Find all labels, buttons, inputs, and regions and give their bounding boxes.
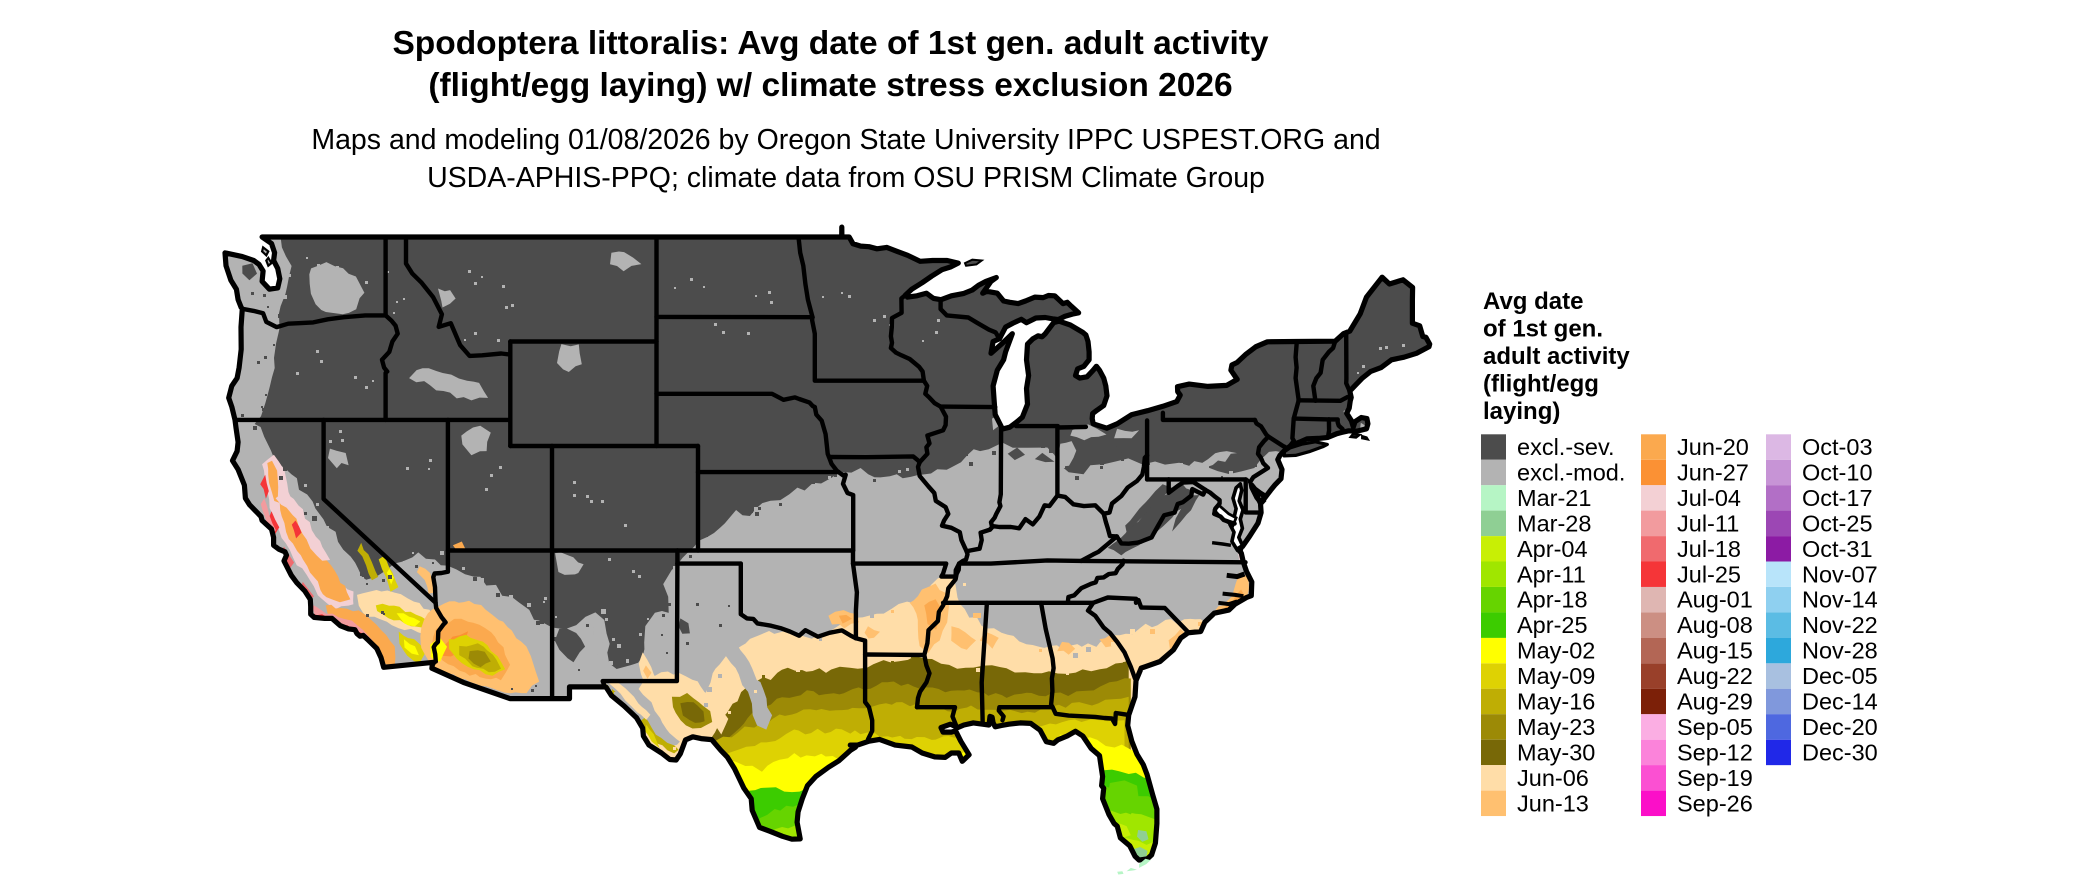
svg-text:adult activity: adult activity [1483, 343, 1630, 370]
svg-text:Dec-20: Dec-20 [1802, 714, 1878, 740]
svg-text:Avg date: Avg date [1483, 288, 1583, 315]
svg-text:Jul-11: Jul-11 [1677, 510, 1739, 536]
svg-text:laying): laying) [1483, 398, 1560, 425]
svg-text:May-09: May-09 [1517, 663, 1595, 689]
svg-text:May-02: May-02 [1517, 638, 1595, 664]
svg-text:excl.-sev.: excl.-sev. [1517, 434, 1615, 460]
svg-text:May-30: May-30 [1517, 739, 1595, 765]
svg-text:Nov-07: Nov-07 [1802, 561, 1878, 587]
svg-text:Jun-13: Jun-13 [1517, 790, 1589, 816]
svg-text:Apr-18: Apr-18 [1517, 587, 1588, 613]
svg-text:Sep-12: Sep-12 [1677, 739, 1753, 765]
svg-text:Sep-05: Sep-05 [1677, 714, 1753, 740]
svg-text:Apr-04: Apr-04 [1517, 536, 1588, 562]
svg-text:Mar-28: Mar-28 [1517, 510, 1591, 536]
svg-text:Apr-11: Apr-11 [1517, 561, 1586, 587]
svg-text:Nov-14: Nov-14 [1802, 587, 1878, 613]
svg-text:Aug-15: Aug-15 [1677, 638, 1753, 664]
svg-text:May-23: May-23 [1517, 714, 1595, 740]
svg-text:Dec-14: Dec-14 [1802, 689, 1878, 715]
svg-text:Dec-30: Dec-30 [1802, 739, 1878, 765]
svg-text:Jun-06: Jun-06 [1517, 765, 1589, 791]
svg-text:Nov-22: Nov-22 [1802, 612, 1878, 638]
svg-text:Aug-01: Aug-01 [1677, 587, 1753, 613]
svg-text:Sep-26: Sep-26 [1677, 790, 1753, 816]
svg-text:Aug-29: Aug-29 [1677, 689, 1753, 715]
svg-text:(flight/egg: (flight/egg [1483, 371, 1599, 398]
svg-text:Aug-22: Aug-22 [1677, 663, 1753, 689]
svg-text:Oct-03: Oct-03 [1802, 434, 1873, 460]
svg-text:Jun-27: Jun-27 [1677, 460, 1749, 486]
svg-text:Jul-18: Jul-18 [1677, 536, 1741, 562]
svg-text:Nov-28: Nov-28 [1802, 638, 1878, 664]
svg-text:Dec-05: Dec-05 [1802, 663, 1878, 689]
svg-text:Apr-25: Apr-25 [1517, 612, 1588, 638]
svg-text:Aug-08: Aug-08 [1677, 612, 1753, 638]
svg-text:Oct-17: Oct-17 [1802, 485, 1873, 511]
svg-text:of 1st gen.: of 1st gen. [1483, 316, 1603, 343]
svg-text:Oct-10: Oct-10 [1802, 460, 1873, 486]
svg-text:Jul-04: Jul-04 [1677, 485, 1741, 511]
svg-text:Oct-31: Oct-31 [1802, 536, 1873, 562]
svg-text:Oct-25: Oct-25 [1802, 510, 1873, 536]
svg-text:Jul-25: Jul-25 [1677, 561, 1741, 587]
svg-text:Sep-19: Sep-19 [1677, 765, 1753, 791]
svg-text:Mar-21: Mar-21 [1517, 485, 1591, 511]
svg-text:May-16: May-16 [1517, 689, 1595, 715]
svg-text:Jun-20: Jun-20 [1677, 434, 1749, 460]
svg-text:excl.-mod.: excl.-mod. [1517, 460, 1625, 486]
